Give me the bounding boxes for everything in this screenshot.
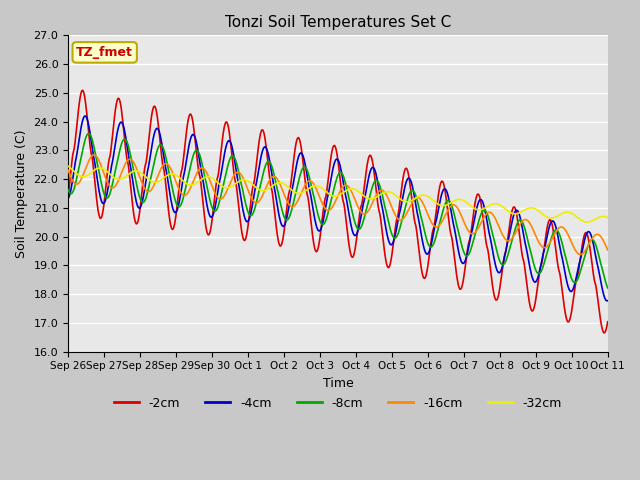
Line: -32cm: -32cm: [68, 166, 608, 222]
-8cm: [84, 131, 92, 136]
-8cm: [184, 177, 191, 183]
-32cm: [182, 181, 190, 187]
-4cm: [436, 199, 444, 205]
-4cm: [64, 196, 72, 202]
-2cm: [330, 143, 338, 148]
-4cm: [184, 152, 191, 158]
-16cm: [184, 191, 191, 196]
Line: -16cm: -16cm: [68, 155, 608, 254]
-16cm: [207, 179, 214, 185]
-16cm: [604, 247, 612, 253]
-16cm: [555, 225, 563, 231]
-8cm: [555, 230, 563, 236]
-2cm: [555, 268, 563, 274]
-2cm: [604, 319, 612, 324]
-4cm: [207, 214, 214, 220]
-8cm: [330, 185, 338, 191]
-16cm: [64, 167, 72, 173]
-8cm: [436, 220, 444, 226]
Line: -4cm: -4cm: [68, 116, 608, 301]
-32cm: [554, 213, 562, 218]
-32cm: [435, 202, 443, 208]
Title: Tonzi Soil Temperatures Set C: Tonzi Soil Temperatures Set C: [225, 15, 451, 30]
-32cm: [382, 189, 390, 195]
-16cm: [577, 252, 584, 257]
-16cm: [436, 222, 444, 228]
-32cm: [330, 193, 337, 199]
-8cm: [604, 285, 612, 291]
-4cm: [383, 229, 390, 235]
-16cm: [383, 192, 390, 198]
-8cm: [207, 200, 214, 205]
Legend: -2cm, -4cm, -8cm, -16cm, -32cm: -2cm, -4cm, -8cm, -16cm, -32cm: [109, 392, 567, 415]
Y-axis label: Soil Temperature (C): Soil Temperature (C): [15, 129, 28, 258]
-8cm: [383, 211, 390, 216]
-4cm: [604, 298, 612, 303]
-4cm: [603, 298, 611, 304]
-2cm: [600, 330, 608, 336]
-16cm: [330, 201, 338, 207]
Line: -8cm: -8cm: [68, 133, 608, 288]
X-axis label: Time: Time: [323, 377, 353, 390]
-2cm: [184, 122, 191, 128]
-16cm: [90, 152, 97, 158]
-32cm: [583, 219, 591, 225]
-2cm: [383, 261, 390, 267]
Text: TZ_fmet: TZ_fmet: [76, 46, 133, 59]
-2cm: [64, 194, 72, 200]
Line: -2cm: -2cm: [68, 90, 608, 333]
-8cm: [64, 187, 72, 192]
-32cm: [604, 215, 612, 220]
-2cm: [436, 184, 444, 190]
-32cm: [206, 174, 214, 180]
-4cm: [81, 113, 89, 119]
-4cm: [555, 239, 563, 245]
-4cm: [330, 161, 338, 167]
-2cm: [79, 87, 86, 93]
-2cm: [207, 227, 214, 233]
-32cm: [64, 163, 72, 169]
